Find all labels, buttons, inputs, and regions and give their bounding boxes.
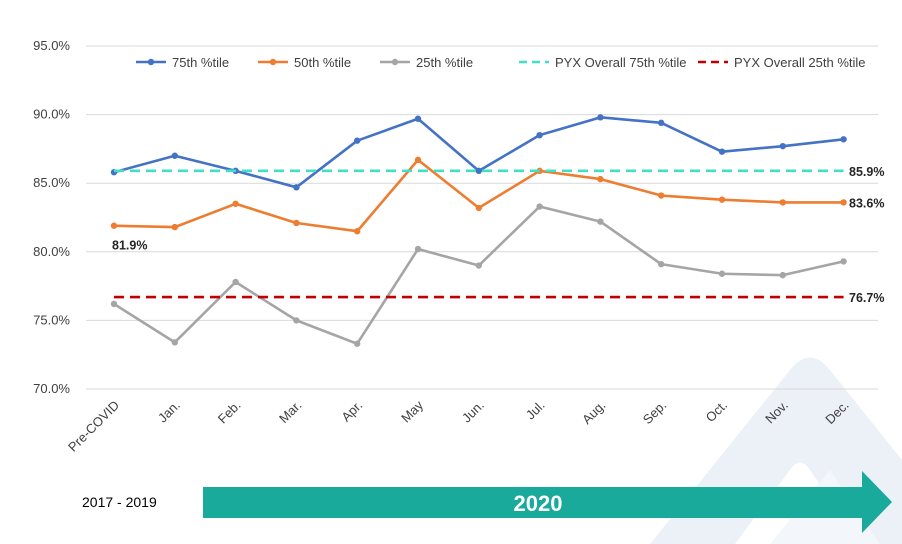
legend-item: 75th %tile bbox=[136, 55, 229, 70]
data-point bbox=[354, 228, 361, 235]
data-point bbox=[171, 152, 178, 159]
legend-marker bbox=[147, 58, 155, 66]
legend-item: 50th %tile bbox=[258, 55, 351, 70]
legend-label: 25th %tile bbox=[416, 55, 473, 70]
data-point bbox=[840, 136, 847, 143]
x-tick-label: Aug. bbox=[579, 398, 609, 428]
x-tick-label: Feb. bbox=[215, 398, 244, 427]
year-arrow bbox=[203, 471, 892, 533]
y-tick-label: 85.0% bbox=[33, 175, 70, 190]
data-point bbox=[597, 218, 604, 225]
data-point bbox=[414, 115, 422, 122]
legend-marker bbox=[391, 58, 399, 66]
series-line-25th-tile bbox=[113, 205, 844, 346]
data-point bbox=[658, 260, 665, 268]
data-point bbox=[597, 114, 604, 121]
data-point bbox=[293, 317, 300, 324]
data-label: 76.7% bbox=[849, 291, 884, 305]
data-point bbox=[840, 199, 847, 206]
series-line-75th-tile bbox=[113, 116, 844, 189]
legend: 75th %tile 50th %tile 25th %tile PYX Overal… bbox=[136, 55, 866, 70]
data-label: 83.6% bbox=[849, 196, 884, 210]
data-point bbox=[840, 258, 847, 265]
data-point bbox=[475, 167, 482, 175]
series-layer bbox=[110, 114, 847, 347]
data-label: 81.9% bbox=[112, 239, 147, 253]
legend-label: PYX Overall 75th %tile bbox=[555, 55, 687, 70]
data-point bbox=[658, 119, 665, 127]
y-tick-label: 70.0% bbox=[33, 381, 70, 396]
data-point bbox=[718, 270, 726, 277]
x-tick-label: Pre-COVID bbox=[65, 398, 122, 455]
footer-year-label: 2020 bbox=[514, 491, 563, 516]
legend-label: 75th %tile bbox=[172, 55, 229, 70]
data-point bbox=[293, 219, 300, 227]
x-tick-label: Jan. bbox=[155, 398, 183, 426]
data-point bbox=[354, 340, 361, 347]
data-point bbox=[718, 148, 726, 155]
data-point bbox=[293, 184, 300, 191]
x-tick-label: Apr. bbox=[338, 398, 365, 425]
y-tick-label: 80.0% bbox=[33, 244, 70, 259]
x-tick-label: May bbox=[398, 397, 426, 425]
data-point bbox=[110, 222, 118, 229]
y-axis-ticks: 95.0% 90.0% 85.0% 80.0% 75.0% 70.0% bbox=[33, 38, 70, 396]
data-point bbox=[658, 192, 665, 199]
x-tick-label: Jul. bbox=[523, 398, 548, 423]
legend-label: PYX Overall 25th %tile bbox=[734, 55, 866, 70]
legend-marker bbox=[269, 58, 277, 66]
legend-item: PYX Overall 75th %tile bbox=[519, 55, 687, 70]
data-point bbox=[171, 223, 178, 231]
data-label: 85.9% bbox=[849, 165, 884, 179]
x-tick-label: Jun. bbox=[459, 398, 487, 426]
legend-label: 50th %tile bbox=[294, 55, 351, 70]
data-point bbox=[779, 271, 786, 279]
x-tick-label: Oct. bbox=[703, 398, 730, 425]
x-tick-label: Mar. bbox=[276, 398, 304, 426]
data-point bbox=[779, 142, 786, 150]
data-point bbox=[232, 278, 239, 286]
data-point bbox=[110, 300, 118, 308]
legend-item: PYX Overall 25th %tile bbox=[698, 55, 866, 70]
data-point bbox=[354, 137, 361, 144]
data-point bbox=[779, 199, 786, 206]
footer-range-label: 2017 - 2019 bbox=[82, 494, 157, 510]
y-tick-label: 75.0% bbox=[33, 312, 70, 327]
data-point bbox=[597, 175, 604, 183]
y-tick-label: 95.0% bbox=[33, 38, 70, 53]
data-labels: 85.9% 83.6% 81.9% 76.7% bbox=[112, 165, 884, 305]
y-tick-label: 90.0% bbox=[33, 107, 70, 122]
data-point bbox=[414, 245, 422, 253]
data-point bbox=[171, 339, 178, 346]
data-point bbox=[475, 262, 482, 269]
data-point bbox=[718, 196, 726, 203]
data-point bbox=[536, 131, 543, 139]
data-point bbox=[414, 156, 422, 164]
legend-item: 25th %tile bbox=[380, 55, 473, 70]
x-tick-label: Sep. bbox=[640, 398, 670, 428]
data-point bbox=[536, 203, 543, 210]
data-point bbox=[475, 204, 482, 212]
data-point bbox=[232, 200, 239, 207]
gridlines bbox=[86, 45, 878, 390]
